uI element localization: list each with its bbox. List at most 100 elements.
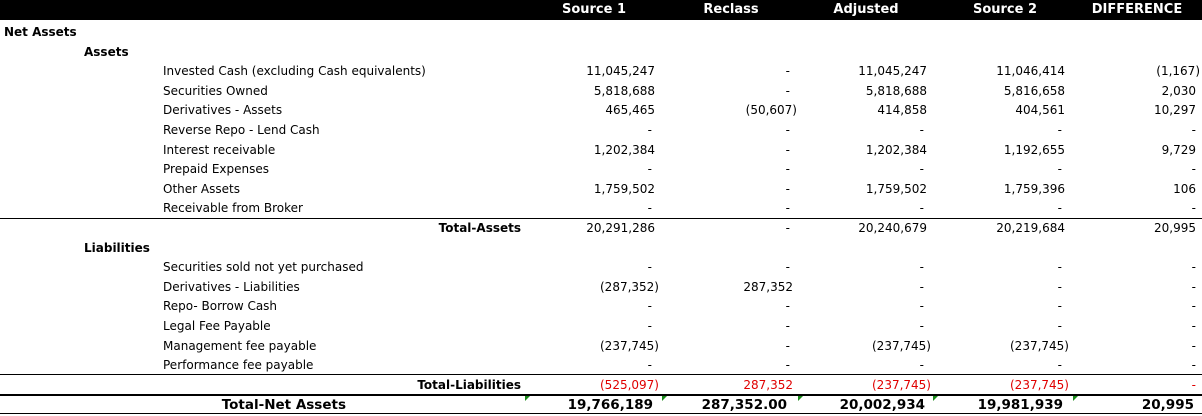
section-title: Net Assets xyxy=(4,25,77,39)
cell-value: - xyxy=(785,358,790,373)
group-title: Assets xyxy=(84,44,129,59)
grand-total-label: Total-Net Assets xyxy=(221,397,346,414)
cell-value: - xyxy=(785,319,790,333)
row-label: Derivatives - Assets xyxy=(163,103,283,118)
cell-value: (237,745) xyxy=(872,377,931,392)
cell-value: - xyxy=(1191,162,1196,177)
row-label: Management fee payable xyxy=(163,338,317,353)
cell-value: - xyxy=(647,319,652,333)
rule xyxy=(0,374,1202,375)
header-bar: Source 1 Reclass Adjusted Source 2 DIFFERENC… xyxy=(0,0,1202,20)
cell-value: - xyxy=(919,201,924,216)
cell-value: - xyxy=(1057,260,1062,275)
cell-value: - xyxy=(919,279,924,294)
column-header: DIFFERENCE xyxy=(1091,2,1183,17)
comment-marker xyxy=(525,396,530,401)
cell-value: 20,995 xyxy=(1154,221,1196,235)
cell-value: 1,759,396 xyxy=(1003,181,1065,196)
cell-value: 287,352.00 xyxy=(701,397,787,414)
cell-value: - xyxy=(1191,319,1196,333)
cell-value: - xyxy=(647,123,652,137)
row-label: Reverse Repo - Lend Cash xyxy=(163,123,320,137)
cell-value: - xyxy=(647,299,652,314)
cell-value: - xyxy=(785,162,790,177)
cell-value: 465,465 xyxy=(605,103,655,118)
cell-value: 9,729 xyxy=(1161,142,1196,157)
row-label: Other Assets xyxy=(163,181,240,196)
cell-value: - xyxy=(1191,377,1196,392)
cell-value: - xyxy=(785,123,790,137)
cell-value: 5,816,658 xyxy=(1003,83,1065,98)
row-label: Prepaid Expenses xyxy=(163,162,269,177)
cell-value: - xyxy=(1057,123,1062,137)
cell-value: (525,097) xyxy=(600,377,659,392)
cell-value: 19,766,189 xyxy=(567,397,653,414)
cell-value: - xyxy=(785,64,790,79)
cell-value: 404,561 xyxy=(1015,103,1065,118)
cell-value: (237,745) xyxy=(1010,377,1069,392)
cell-value: 106 xyxy=(1173,181,1196,196)
row-label: Repo- Borrow Cash xyxy=(163,299,278,314)
cell-value: - xyxy=(647,162,652,177)
cell-value: - xyxy=(1057,279,1062,294)
cell-value: - xyxy=(919,162,924,177)
cell-value: (237,745) xyxy=(872,338,931,353)
column-header: Reclass xyxy=(703,2,759,17)
cell-value: 5,818,688 xyxy=(593,83,655,98)
cell-value: 1,202,384 xyxy=(865,142,927,157)
cell-value: - xyxy=(1057,201,1062,216)
cell-value: - xyxy=(785,260,790,275)
rule xyxy=(0,394,1202,396)
cell-value: 20,240,679 xyxy=(858,221,927,235)
cell-value: 20,219,684 xyxy=(996,221,1065,235)
cell-value: - xyxy=(785,221,790,235)
cell-value: (1,167) xyxy=(1156,64,1200,79)
cell-value: 1,759,502 xyxy=(865,181,927,196)
row-label: Securities Owned xyxy=(163,83,268,98)
cell-value: - xyxy=(647,201,652,216)
column-header: Source 1 xyxy=(561,2,627,17)
cell-value: - xyxy=(919,260,924,275)
cell-value: - xyxy=(647,260,652,275)
row-label: Legal Fee Payable xyxy=(163,319,271,333)
cell-value: - xyxy=(1057,299,1062,314)
cell-value: (50,607) xyxy=(745,103,797,118)
cell-value: - xyxy=(785,338,790,353)
cell-value: - xyxy=(1057,319,1062,333)
cell-value: 1,192,655 xyxy=(1003,142,1065,157)
cell-value: 414,858 xyxy=(877,103,927,118)
cell-value: 19,981,939 xyxy=(977,397,1063,414)
cell-value: (237,745) xyxy=(600,338,659,353)
cell-value: 20,291,286 xyxy=(586,221,655,235)
row-label: Interest receivable xyxy=(163,142,276,157)
cell-value: 1,759,502 xyxy=(593,181,655,196)
row-label: Performance fee payable xyxy=(163,358,314,373)
cell-value: - xyxy=(1191,279,1196,294)
column-header: Source 2 xyxy=(972,2,1038,17)
cell-value: - xyxy=(919,319,924,333)
cell-value: - xyxy=(785,299,790,314)
row-label: Invested Cash (excluding Cash equivalent… xyxy=(163,64,426,79)
cell-value: - xyxy=(785,201,790,216)
cell-value: - xyxy=(1191,299,1196,314)
total-label: Total-Assets xyxy=(438,221,521,235)
cell-value: - xyxy=(1191,123,1196,137)
cell-value: - xyxy=(1191,358,1196,373)
cell-value: - xyxy=(647,358,652,373)
cell-value: (237,745) xyxy=(1010,338,1069,353)
cell-value: - xyxy=(919,123,924,137)
cell-value: 5,818,688 xyxy=(865,83,927,98)
cell-value: - xyxy=(1191,201,1196,216)
cell-value: - xyxy=(1057,358,1062,373)
group-title: Liabilities xyxy=(84,240,150,255)
row-label: Securities sold not yet purchased xyxy=(163,260,364,275)
comment-marker xyxy=(662,396,667,401)
cell-value: - xyxy=(1057,162,1062,177)
cell-value: 287,352 xyxy=(743,279,793,294)
cell-value: 11,045,247 xyxy=(858,64,927,79)
cell-value: - xyxy=(919,358,924,373)
cell-value: 287,352 xyxy=(743,377,793,392)
rule xyxy=(0,218,1202,219)
